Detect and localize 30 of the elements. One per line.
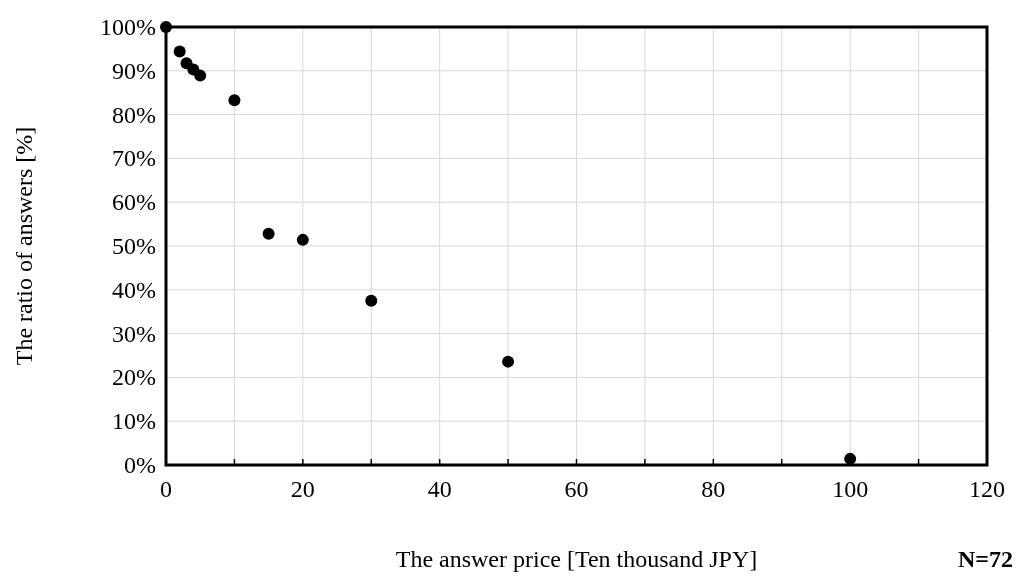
point [262, 227, 275, 240]
point [173, 45, 186, 58]
x-tick-label: 120 [969, 476, 1005, 502]
x-tick-label: 0 [160, 476, 172, 502]
point [296, 233, 309, 246]
x-tick-label: 100 [832, 476, 869, 502]
x-tick-label: 60 [564, 476, 589, 502]
y-tick-label: 40% [112, 276, 156, 303]
x-tick-label: 80 [701, 476, 726, 502]
point [844, 452, 857, 465]
x-tick-label: 20 [290, 476, 315, 502]
point [365, 294, 378, 307]
y-tick-label: 50% [112, 233, 156, 259]
y-tick-label: 80% [112, 101, 156, 128]
y-tick-label: 70% [112, 145, 156, 172]
y-tick-label: 60% [112, 189, 156, 216]
point [228, 94, 241, 107]
x-axis-title: The answer price [Ten thousand JPY] [395, 546, 758, 572]
text: N=72 [957, 546, 1013, 572]
point [502, 355, 515, 368]
point [160, 21, 172, 33]
y-tick-label: 20% [112, 364, 156, 391]
y-tick-label: 10% [112, 408, 156, 435]
y-tick-label: 90% [112, 57, 156, 84]
y-tick-label: 0% [124, 452, 156, 478]
y-axis-title: The ratio of answers [%] [11, 126, 37, 366]
y-tick-label: 30% [112, 320, 156, 347]
x-tick-label: 40 [427, 476, 452, 502]
point [194, 69, 207, 82]
y-tick-label: 100% [100, 14, 156, 40]
